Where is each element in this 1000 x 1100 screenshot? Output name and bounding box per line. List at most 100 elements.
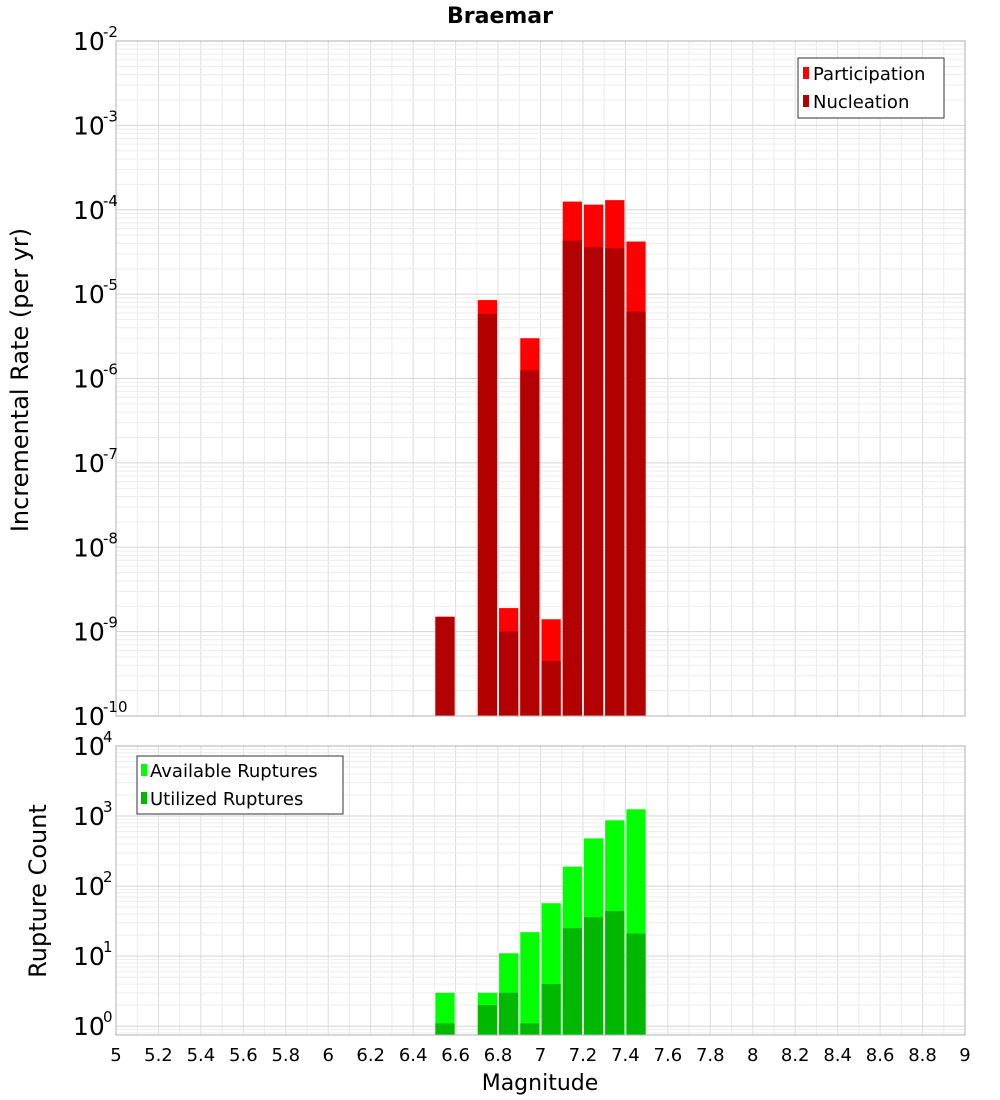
y-tick-base: 10 [73,802,105,831]
y-tick-label: 10-2 [73,23,118,56]
nucleation-bar [583,247,604,716]
y-tick-label: 10-6 [73,361,118,394]
available-ruptures-legend-swatch [141,764,147,776]
top-legend: Participation Nucleation [797,57,945,119]
nucleation-bar [541,660,561,716]
x-tick-label: 5.6 [229,1045,258,1066]
bottom-plot-frame [115,745,966,1036]
x-tick-label: 7 [535,1045,546,1066]
available-ruptures-bar [520,932,540,1035]
x-tick-labels: 5 5.2 5.4 5.6 5.8 6 6.2 6.4 6.6 6.8 7 7.2 7.4 7.6 7.8 8… [110,1045,970,1066]
x-tick-label: 6.2 [356,1045,385,1066]
y-tick-label: 101 [73,938,113,971]
x-tick-label: 7.8 [696,1045,725,1066]
top-y-axis-label: Incremental Rate (per yr) [6,228,34,532]
y-tick-exponent: -2 [103,23,118,41]
x-tick-label: 5.4 [187,1045,216,1066]
y-tick-exponent: 3 [103,798,113,816]
nucleation-legend-swatch [803,95,809,107]
chart-title: Braemar [447,4,553,29]
utilized-ruptures-bar [541,984,561,1035]
y-tick-label: 100 [73,1008,113,1041]
y-tick-base: 10 [73,111,105,140]
x-tick-label: 7.2 [569,1045,598,1066]
y-tick-label: 10-9 [73,614,118,647]
y-tick-exponent: 1 [103,938,113,956]
utilized-ruptures-bar [520,1023,540,1035]
y-tick-label: 102 [73,868,113,901]
y-tick-exponent: -9 [103,614,118,632]
bottom-y-axis-label: Rupture Count [24,804,52,978]
y-tick-base: 10 [73,365,105,394]
utilized-ruptures-bar [435,1023,455,1035]
y-tick-base: 10 [73,196,105,225]
available-ruptures-legend-label: Available Ruptures [150,761,318,782]
x-tick-label: 8.6 [866,1045,895,1066]
y-tick-exponent: 2 [103,868,113,886]
nucleation-bar [477,314,498,716]
x-tick-label: 6.4 [399,1045,428,1066]
x-tick-label: 8.8 [908,1045,937,1066]
y-tick-exponent: 0 [103,1008,113,1026]
nucleation-bar [499,631,519,716]
y-tick-base: 10 [73,618,105,647]
nucleation-bar [435,616,455,716]
y-tick-base: 10 [73,732,105,761]
utilized-ruptures-bar [626,933,646,1035]
top-panel: 10-210-310-410-510-610-710-810-910-10 In… [6,23,966,731]
x-tick-label: 8.2 [781,1045,810,1066]
top-bars [435,200,646,717]
x-tick-label: 8 [747,1045,758,1066]
y-tick-label: 103 [73,798,113,831]
nucleation-legend-label: Nucleation [813,92,909,113]
utilized-ruptures-bar [562,928,582,1035]
x-tick-label: 8.4 [823,1045,852,1066]
x-tick-label: 6 [323,1045,334,1066]
nucleation-bar [605,248,625,717]
participation-legend-swatch [803,67,809,79]
y-tick-exponent: -7 [103,445,118,463]
top-legend-box [797,57,945,119]
participation-legend-label: Participation [813,64,925,85]
y-tick-exponent: -4 [103,192,118,210]
y-tick-base: 10 [73,533,105,562]
utilized-ruptures-legend-label: Utilized Ruptures [150,789,303,810]
utilized-ruptures-bar [605,911,625,1035]
y-tick-base: 10 [73,942,105,971]
x-tick-label: 5 [110,1045,121,1066]
y-tick-base: 10 [73,872,105,901]
y-tick-label: 10-7 [73,445,118,478]
y-tick-label: 10-3 [73,107,118,140]
x-tick-label: 9 [959,1045,970,1066]
nucleation-bar [626,311,646,716]
top-y-tick-labels: 10-210-310-410-510-610-710-810-910-10 [73,23,128,731]
top-plot-frame [115,40,966,717]
y-tick-label: 10-8 [73,529,118,562]
y-tick-base: 10 [73,702,105,731]
x-tick-label: 6.8 [484,1045,513,1066]
y-tick-label: 104 [73,728,113,761]
y-tick-base: 10 [73,27,105,56]
y-tick-label: 10-5 [73,276,118,309]
y-tick-label: 10-4 [73,192,118,225]
utilized-ruptures-bar [499,992,519,1035]
x-tick-label: 5.2 [144,1045,173,1066]
x-axis-label: Magnitude [482,1071,599,1096]
y-tick-base: 10 [73,449,105,478]
y-tick-label: 10-10 [73,698,128,731]
top-gridlines [115,40,966,717]
bottom-legend: Available Ruptures Utilized Ruptures [136,755,344,815]
utilized-ruptures-legend-swatch [141,792,147,804]
x-tick-label: 6.6 [441,1045,470,1066]
x-tick-label: 5.8 [271,1045,300,1066]
y-tick-exponent: -5 [103,276,118,294]
y-tick-exponent: 4 [103,728,113,746]
bottom-bars [435,809,646,1035]
utilized-ruptures-bar [477,1005,498,1035]
y-tick-exponent: -6 [103,361,118,379]
bottom-legend-box [136,755,344,815]
nucleation-bar [520,370,540,716]
